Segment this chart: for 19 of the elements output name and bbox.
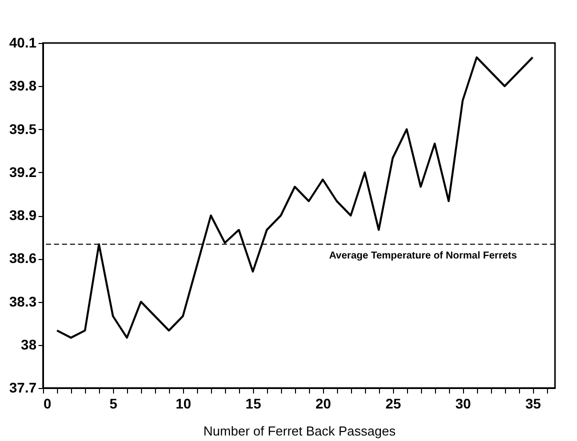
x-tick-label: 5: [110, 396, 118, 412]
x-tick-label: 35: [525, 396, 542, 412]
x-axis-title: Number of Ferret Back Passages: [203, 424, 396, 438]
y-tick-label: 37.7: [9, 380, 37, 396]
y-tick-label: 39.8: [9, 78, 37, 94]
y-tick-label: 38.9: [9, 207, 37, 223]
ref-line-label: Average Temperature of Normal Ferrets: [329, 250, 518, 262]
y-tick-label: 39.5: [9, 120, 37, 137]
y-tick-label: 39.2: [9, 164, 37, 180]
y-tick-label: 38.6: [9, 250, 37, 266]
x-tick-label: 0: [44, 396, 52, 412]
y-tick-label: 38: [20, 336, 37, 352]
y-tick-label: 40.1: [9, 34, 37, 50]
x-tick-label: 30: [455, 396, 472, 412]
x-tick-label: 25: [385, 396, 402, 412]
x-tick-label: 10: [176, 396, 192, 412]
x-tick-label: 15: [246, 396, 262, 412]
y-tick-label: 38.3: [9, 293, 37, 310]
x-tick-label: 20: [315, 396, 332, 412]
